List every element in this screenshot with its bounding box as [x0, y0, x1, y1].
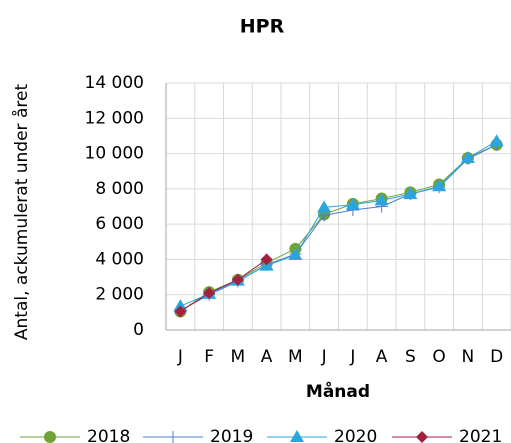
legend-label: 2021 [459, 427, 502, 443]
x-tick-label: A [261, 347, 273, 367]
legend-label: 2019 [210, 427, 253, 443]
x-tick-label: O [432, 347, 445, 367]
x-tick-label: D [490, 347, 503, 367]
marker [203, 286, 216, 299]
marker [167, 431, 179, 443]
marker [260, 253, 273, 266]
y-tick-label: 0 [133, 320, 144, 340]
x-tick-label: N [462, 347, 475, 367]
marker [173, 299, 188, 312]
chart-title: HPR [240, 16, 285, 38]
marker [374, 193, 389, 206]
marker [460, 150, 475, 163]
marker [403, 187, 418, 200]
y-tick-label: 10 000 [85, 144, 144, 164]
x-axis-title: Månad [306, 380, 370, 402]
y-axis-title: Antal, ackumulerat under året [11, 84, 32, 341]
marker [345, 197, 360, 210]
marker [44, 431, 56, 443]
marker [432, 179, 447, 192]
y-tick-label: 8 000 [95, 179, 144, 199]
marker [231, 273, 244, 286]
marker [288, 248, 303, 261]
marker [317, 200, 332, 213]
legend-label: 2018 [87, 427, 130, 443]
x-tick-label: S [405, 347, 416, 367]
series-line [180, 259, 267, 312]
marker [489, 134, 504, 147]
marker [416, 431, 428, 443]
y-tick-label: 2 000 [95, 285, 144, 305]
x-tick-label: J [321, 347, 327, 367]
x-tick-label: A [376, 347, 388, 367]
y-tick-label: 6 000 [95, 214, 144, 234]
marker [174, 305, 187, 318]
x-tick-label: J [349, 347, 355, 367]
y-tick-label: 4 000 [95, 249, 144, 269]
marker [290, 430, 304, 442]
x-tick-label: M [288, 347, 303, 367]
x-tick-label: F [204, 347, 214, 367]
x-tick-label: J [177, 347, 183, 367]
legend-label: 2020 [334, 427, 377, 443]
y-tick-label: 14 000 [85, 73, 144, 93]
y-tick-label: 12 000 [85, 108, 144, 128]
x-tick-label: M [231, 347, 246, 367]
